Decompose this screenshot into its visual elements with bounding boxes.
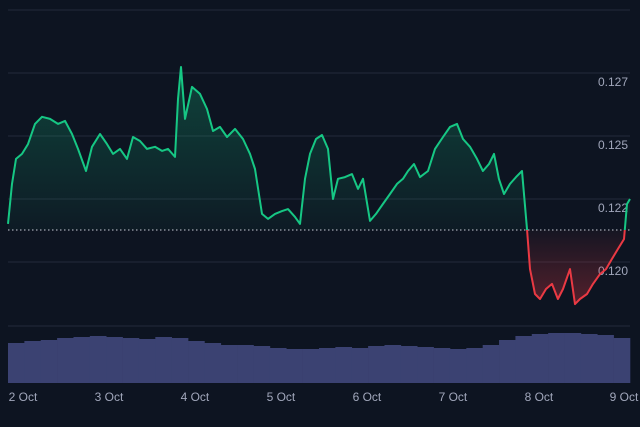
volume-bar [335,347,353,383]
x-tick-label: 3 Oct [95,390,124,404]
volume-bar [8,343,25,383]
volume-bar [548,333,565,383]
volume-bar [269,348,287,383]
y-tick-label: 0.125 [598,138,628,152]
volume-bar [204,343,222,383]
volume-bar [368,346,385,383]
volume-bar [449,349,467,383]
price-line [7,66,631,306]
x-tick-label: 6 Oct [353,390,382,404]
volume-bar [138,339,156,383]
volume-bar [122,338,140,383]
volume-bar [531,334,549,383]
volume-bar [57,338,74,383]
volume-bar [482,345,500,383]
volume-bar [89,336,107,383]
x-tick-label: 9 Oct [610,390,639,404]
volume-bar [24,341,42,383]
volume-bar [613,338,631,383]
x-tick-label: 4 Oct [181,390,210,404]
volume-bar [351,348,369,383]
volume-bar [73,337,91,383]
volume-bar [499,340,516,383]
x-tick-label: 5 Oct [267,390,296,404]
y-tick-label: 0.127 [598,75,628,89]
volume-bar [417,347,434,383]
volume-bar [253,346,271,383]
volume-bar [400,346,418,383]
volume-bar [384,345,402,383]
volume-bar [40,340,58,383]
x-tick-label: 2 Oct [9,390,38,404]
volume-bar [564,333,582,383]
volume-bar [302,349,320,383]
volume-bar [188,341,205,383]
y-tick-label: 0.122 [598,201,628,215]
volume-bar [515,336,533,383]
volume-bar [237,345,254,383]
x-tick-label: 7 Oct [439,390,468,404]
area-fill [8,67,630,305]
volume-bar [466,348,483,383]
volume-bar [171,338,189,383]
volume-bar [286,349,303,383]
volume-bar [106,337,123,383]
x-tick-label: 8 Oct [525,390,554,404]
volume-bar [580,334,598,383]
volume-bar [597,335,614,383]
volume-bar [220,345,238,383]
volume-bar [155,337,172,383]
volume-bar [319,348,336,383]
volume-bar [433,348,451,383]
